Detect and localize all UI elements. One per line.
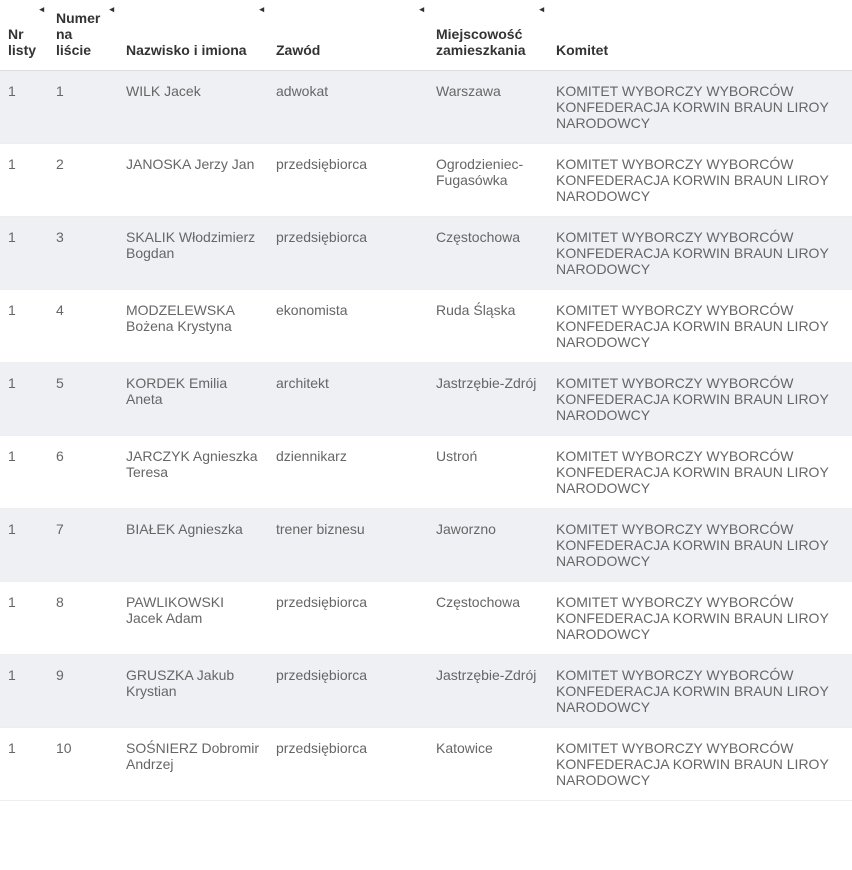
cell-komitet: KOMITET WYBORCZY WYBORCÓW KONFEDERACJA K… [548,217,852,290]
cell-nr_listy: 1 [0,436,48,509]
cell-nazwisko: WILK Jacek [118,71,268,144]
cell-nr_listy: 1 [0,582,48,655]
cell-nr_listy: 1 [0,363,48,436]
cell-zawod: adwokat [268,71,428,144]
cell-zawod: przedsiębiorca [268,144,428,217]
column-label: Zawód [276,42,320,58]
cell-miejsc: Warszawa [428,71,548,144]
cell-nr_listy: 1 [0,509,48,582]
candidates-table: Nr listy◂Numer na liście◂Nazwisko i imio… [0,0,852,801]
cell-nazwisko: SOŚNIERZ Dobromir Andrzej [118,728,268,801]
cell-zawod: przedsiębiorca [268,655,428,728]
cell-komitet: KOMITET WYBORCZY WYBORCÓW KONFEDERACJA K… [548,728,852,801]
table-row: 15KORDEK Emilia AnetaarchitektJastrzębie… [0,363,852,436]
cell-komitet: KOMITET WYBORCZY WYBORCÓW KONFEDERACJA K… [548,582,852,655]
column-header-zawod[interactable]: Zawód ◂ [268,0,428,71]
sort-icon[interactable]: ◂ [109,4,114,15]
table-row: 14MODZELEWSKA Bożena KrystynaekonomistaR… [0,290,852,363]
table-row: 18PAWLIKOWSKI Jacek AdamprzedsiębiorcaCz… [0,582,852,655]
table-row: 16JARCZYK Agnieszka TeresadziennikarzUst… [0,436,852,509]
sort-icon[interactable]: ◂ [539,4,544,15]
sort-icon[interactable]: ◂ [39,4,44,15]
cell-miejsc: Częstochowa [428,217,548,290]
table-row: 19GRUSZKA Jakub KrystianprzedsiębiorcaJa… [0,655,852,728]
cell-miejsc: Jastrzębie-Zdrój [428,655,548,728]
cell-nazwisko: MODZELEWSKA Bożena Krystyna [118,290,268,363]
cell-zawod: architekt [268,363,428,436]
column-header-komitet: Komitet [548,0,852,71]
cell-komitet: KOMITET WYBORCZY WYBORCÓW KONFEDERACJA K… [548,144,852,217]
cell-nr_listy: 1 [0,71,48,144]
cell-numer: 10 [48,728,118,801]
column-header-nr_listy[interactable]: Nr listy◂ [0,0,48,71]
cell-zawod: trener biznesu [268,509,428,582]
table-body: 11WILK JacekadwokatWarszawaKOMITET WYBOR… [0,71,852,801]
cell-numer: 5 [48,363,118,436]
cell-numer: 4 [48,290,118,363]
cell-komitet: KOMITET WYBORCZY WYBORCÓW KONFEDERACJA K… [548,509,852,582]
cell-komitet: KOMITET WYBORCZY WYBORCÓW KONFEDERACJA K… [548,655,852,728]
cell-komitet: KOMITET WYBORCZY WYBORCÓW KONFEDERACJA K… [548,290,852,363]
column-label: Nazwisko i imiona [126,42,247,58]
cell-zawod: przedsiębiorca [268,217,428,290]
cell-nr_listy: 1 [0,144,48,217]
table-row: 12JANOSKA Jerzy JanprzedsiębiorcaOgrodzi… [0,144,852,217]
sort-icon[interactable]: ◂ [419,4,424,15]
cell-miejsc: Jaworzno [428,509,548,582]
cell-nr_listy: 1 [0,728,48,801]
column-header-nazwisko[interactable]: Nazwisko i imiona ◂ [118,0,268,71]
cell-nr_listy: 1 [0,290,48,363]
table-row: 11WILK JacekadwokatWarszawaKOMITET WYBOR… [0,71,852,144]
cell-miejsc: Katowice [428,728,548,801]
cell-numer: 1 [48,71,118,144]
column-header-numer[interactable]: Numer na liście ◂ [48,0,118,71]
cell-zawod: przedsiębiorca [268,728,428,801]
column-label: Numer na liście [56,10,100,58]
table-row: 110SOŚNIERZ Dobromir Andrzejprzedsiębior… [0,728,852,801]
cell-komitet: KOMITET WYBORCZY WYBORCÓW KONFEDERACJA K… [548,71,852,144]
cell-nazwisko: GRUSZKA Jakub Krystian [118,655,268,728]
cell-numer: 9 [48,655,118,728]
cell-zawod: przedsiębiorca [268,582,428,655]
cell-numer: 3 [48,217,118,290]
cell-miejsc: Ustroń [428,436,548,509]
table-row: 13SKALIK Włodzimierz Bogdanprzedsiębiorc… [0,217,852,290]
cell-nazwisko: BIAŁEK Agnieszka [118,509,268,582]
cell-numer: 8 [48,582,118,655]
cell-zawod: ekonomista [268,290,428,363]
table-header: Nr listy◂Numer na liście◂Nazwisko i imio… [0,0,852,71]
cell-nazwisko: JARCZYK Agnieszka Teresa [118,436,268,509]
column-header-miejsc[interactable]: Miejscowość zamieszkania ◂ [428,0,548,71]
table-row: 17BIAŁEK Agnieszkatrener biznesuJaworzno… [0,509,852,582]
cell-komitet: KOMITET WYBORCZY WYBORCÓW KONFEDERACJA K… [548,436,852,509]
cell-nr_listy: 1 [0,217,48,290]
cell-nr_listy: 1 [0,655,48,728]
sort-icon[interactable]: ◂ [259,4,264,15]
cell-miejsc: Ruda Śląska [428,290,548,363]
column-label: Nr listy [8,26,36,58]
cell-komitet: KOMITET WYBORCZY WYBORCÓW KONFEDERACJA K… [548,363,852,436]
cell-nazwisko: SKALIK Włodzimierz Bogdan [118,217,268,290]
column-label: Miejscowość zamieszkania [436,26,526,58]
cell-miejsc: Częstochowa [428,582,548,655]
cell-miejsc: Jastrzębie-Zdrój [428,363,548,436]
cell-zawod: dziennikarz [268,436,428,509]
cell-numer: 6 [48,436,118,509]
cell-nazwisko: PAWLIKOWSKI Jacek Adam [118,582,268,655]
column-label: Komitet [556,42,608,58]
cell-numer: 7 [48,509,118,582]
cell-nazwisko: JANOSKA Jerzy Jan [118,144,268,217]
cell-numer: 2 [48,144,118,217]
cell-nazwisko: KORDEK Emilia Aneta [118,363,268,436]
cell-miejsc: Ogrodzieniec-Fugasówka [428,144,548,217]
